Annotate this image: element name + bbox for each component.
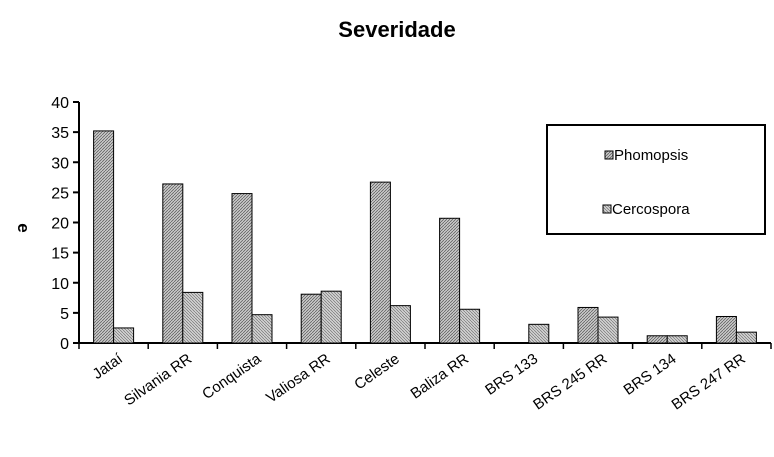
bar-phomopsis	[162, 183, 184, 344]
y-tick-label: 25	[51, 185, 69, 202]
x-tick-label: Valiosa RR	[263, 350, 333, 406]
bar-cercospora	[528, 323, 550, 344]
legend-swatch-phomopsis	[604, 150, 614, 160]
x-tick-label: Baliza RR	[408, 350, 473, 402]
y-tick-label: 10	[51, 276, 69, 293]
x-tick-label: Celeste	[351, 350, 402, 393]
y-tick-label: 20	[51, 216, 69, 233]
legend-label-cercospora: Cercospora	[612, 201, 690, 218]
bar-phomopsis	[300, 293, 322, 344]
y-tick-label: 0	[60, 336, 69, 353]
x-tick-label: BRS 245 RR	[530, 350, 610, 413]
bar-cercospora	[182, 291, 204, 344]
bar-cercospora	[113, 327, 135, 344]
legend: Phomopsis Cercospora	[546, 124, 766, 235]
bar-cercospora	[320, 290, 342, 344]
bar-phomopsis	[715, 315, 737, 344]
x-tick-label: Conquista	[199, 350, 265, 403]
bar-cercospora	[666, 335, 688, 344]
legend-swatch-cercospora	[602, 204, 612, 214]
bar-phomopsis	[369, 181, 391, 344]
legend-box	[546, 124, 766, 235]
y-tick-label: 35	[51, 125, 69, 142]
x-tick-label: BRS 133	[482, 350, 541, 398]
y-tick-label: 5	[60, 306, 69, 323]
x-tick-label: Silvania RR	[121, 350, 195, 409]
x-tick-label: BRS 247 RR	[669, 350, 749, 413]
y-tick-label: 30	[51, 155, 69, 172]
chart-title: Severidade	[338, 17, 455, 42]
bar-cercospora	[389, 305, 411, 344]
legend-label-phomopsis: Phomopsis	[614, 147, 688, 164]
x-tick-label: BRS 134	[621, 350, 680, 398]
y-tick-label: 40	[51, 95, 69, 112]
bar-phomopsis	[577, 306, 599, 344]
bar-cercospora	[459, 308, 481, 344]
x-tick-label: Jataí	[89, 350, 126, 383]
bar-cercospora	[735, 331, 757, 344]
y-tick-label: 15	[51, 246, 69, 263]
bar-phomopsis	[439, 217, 461, 344]
bar-cercospora	[597, 316, 619, 344]
bar-phomopsis	[646, 335, 668, 344]
bar-cercospora	[251, 314, 273, 344]
bar-phomopsis	[93, 130, 115, 344]
y-axis-label: e	[14, 223, 33, 232]
bar-phomopsis	[231, 193, 253, 344]
